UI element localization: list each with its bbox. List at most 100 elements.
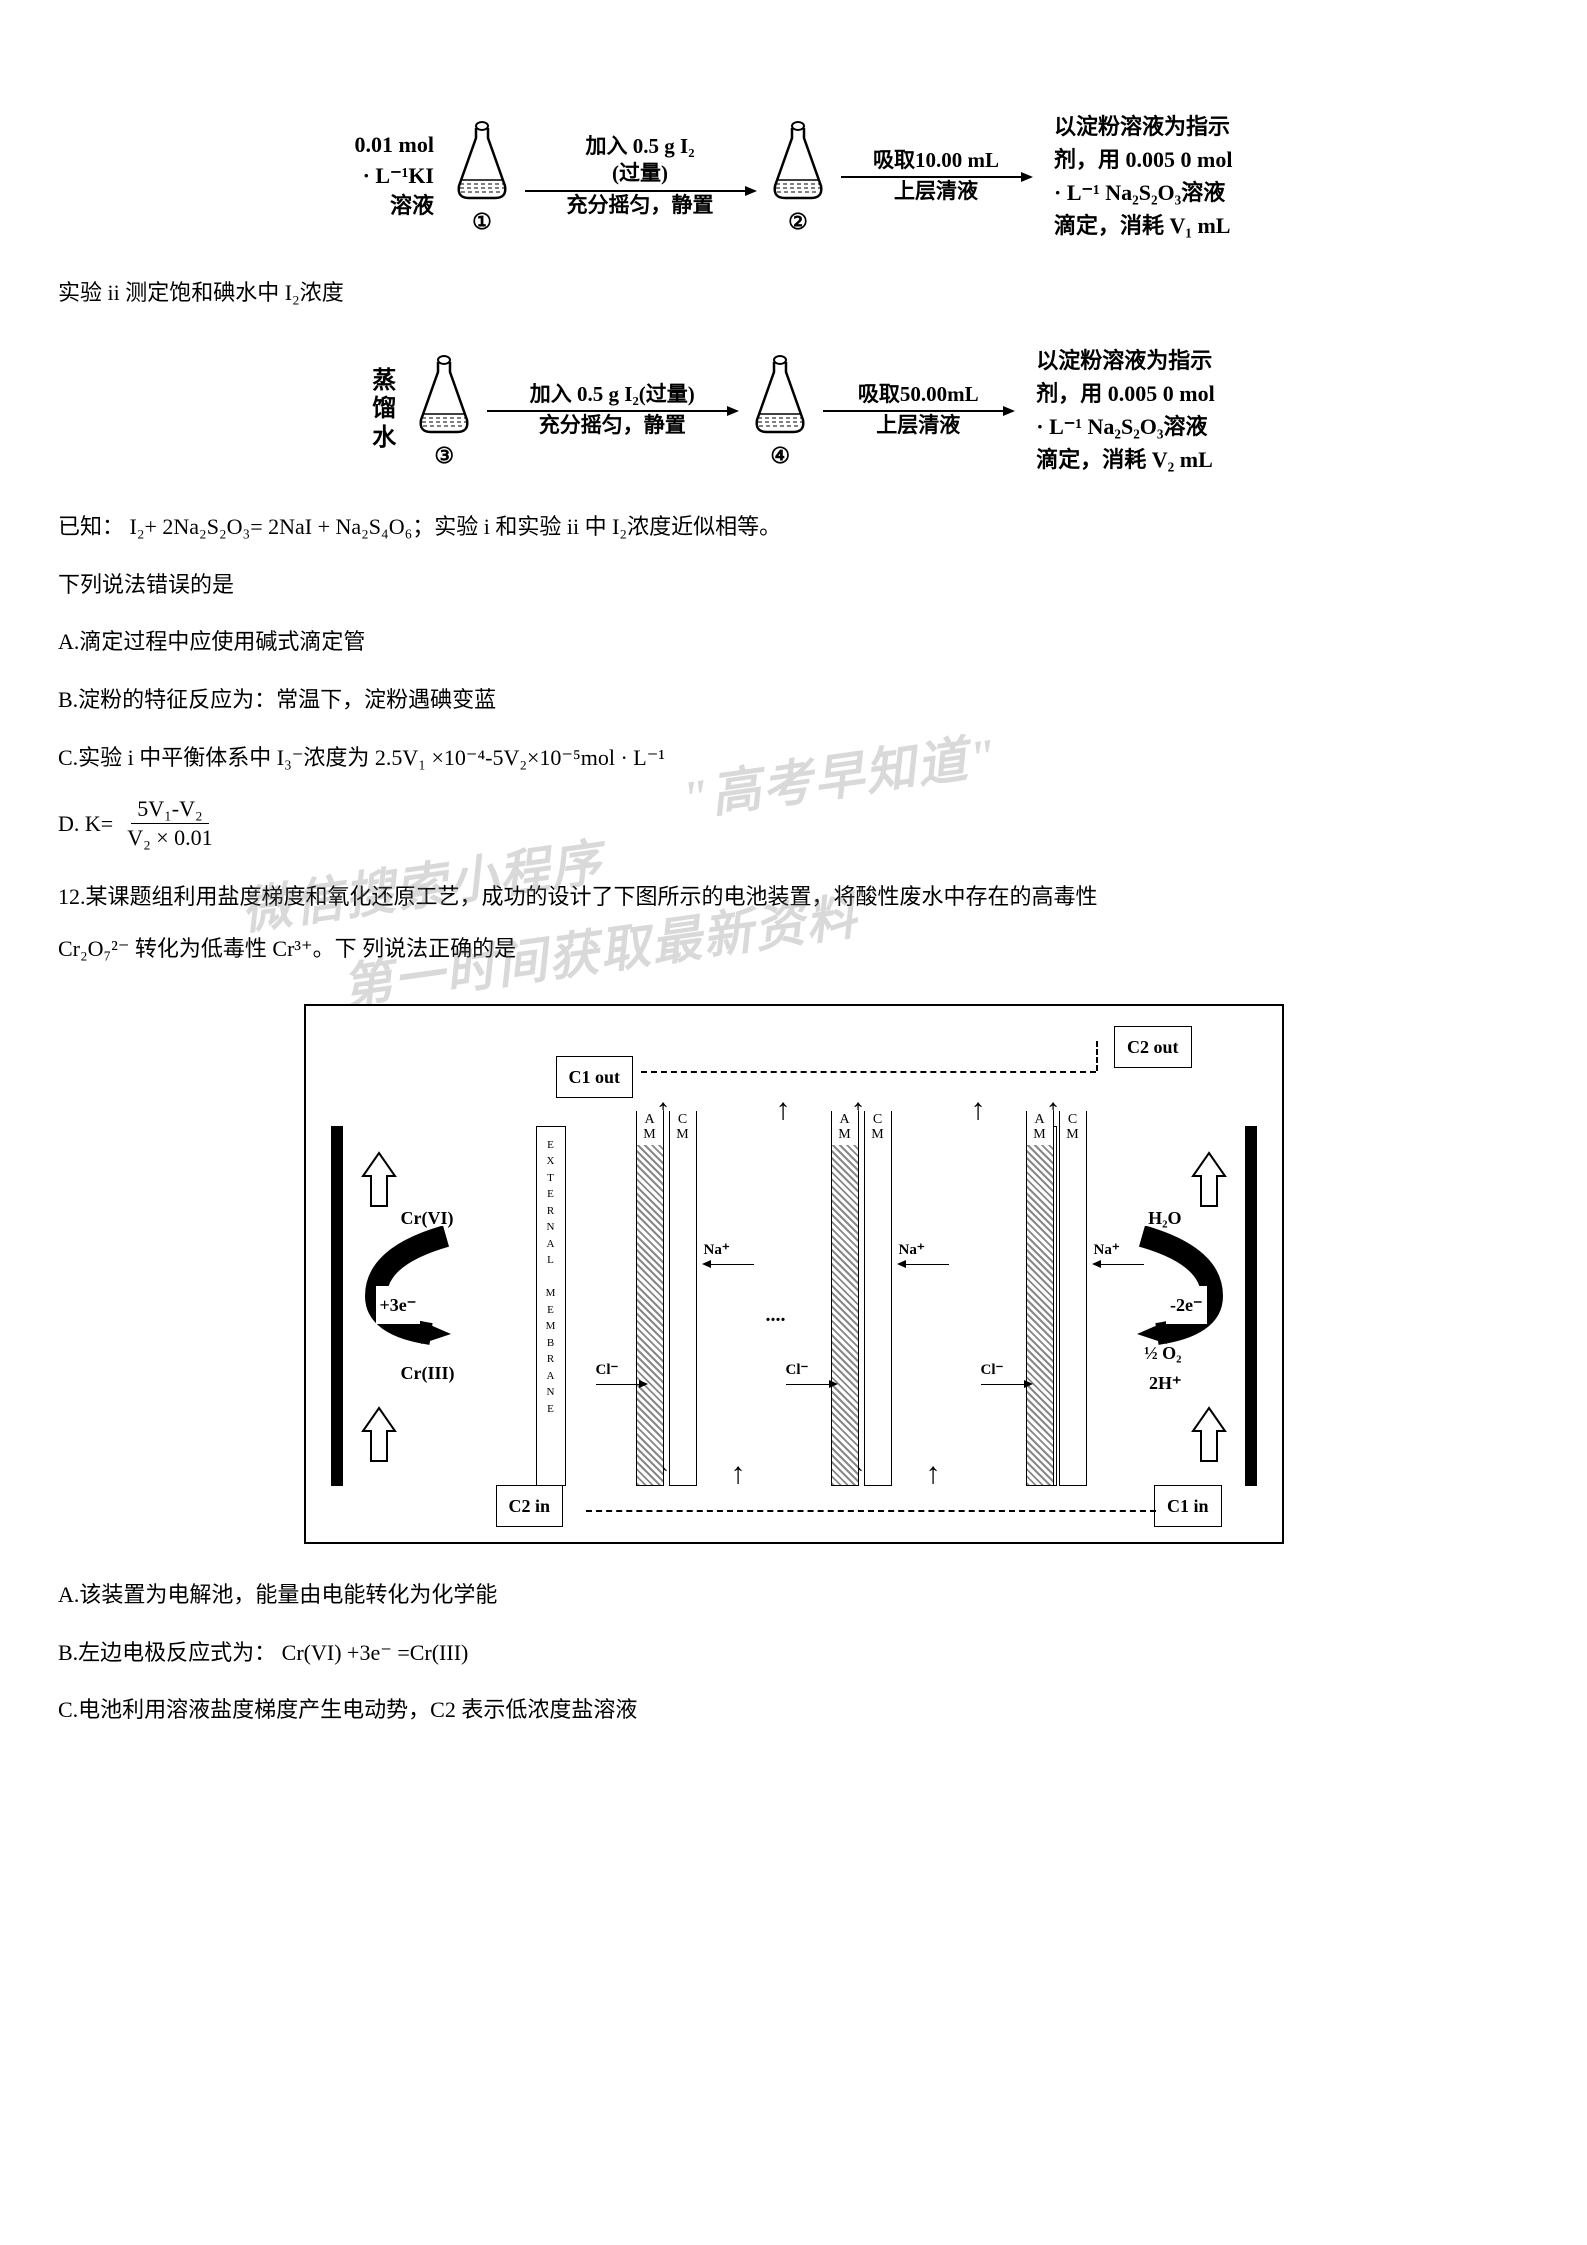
membrane-pair-1: AM CM [636, 1111, 697, 1486]
cr3-label: Cr(III) [401, 1356, 455, 1390]
question-12-line1: 12.某课题组利用盐度梯度和氧化还原工艺，成功的设计了下图所示的电池装置，将酸性… [58, 873, 1529, 921]
q12-option-b: B.左边电极反应式为： Cr(VI) +3e⁻ =Cr(III) [58, 1632, 1529, 1674]
right-line3: · L⁻¹ Na₂S₂O₃溶液 [1036, 410, 1214, 443]
flask-4-number: ④ [770, 442, 790, 471]
left-line3: 水 [372, 424, 396, 453]
left-electron-label: +3e⁻ [376, 1286, 421, 1324]
arrow2-bottom: 上层清液 [876, 412, 960, 439]
up-arrow-icon: ↑ [731, 1445, 746, 1502]
right-line4: 滴定，消耗 V₁ mL [1054, 209, 1232, 242]
arrow1-mid: (过量) [612, 160, 668, 187]
left-external-membrane: EXTERNAL MEMBRANE [536, 1126, 566, 1486]
right-electron-label: -2e⁻ [1166, 1286, 1206, 1324]
up-arrow-icon: ↑ [926, 1445, 941, 1502]
arrow-1: 加入 0.5 g I₂ (过量) 充分摇匀，静置 [525, 133, 755, 219]
arrow1-top: 加入 0.5 g I₂(过量) [530, 381, 695, 408]
am-membrane: AM [1026, 1111, 1054, 1486]
arrow-2: 吸取10.00 mL 上层清液 [841, 147, 1031, 206]
arrow-1: 加入 0.5 g I₂(过量) 充分摇匀，静置 [487, 381, 737, 440]
cm-membrane: CM [864, 1111, 892, 1486]
given-info: 已知： I₂+ 2Na₂S₂O₃= 2NaI + Na₂S₄O₆；实验 i 和实… [58, 506, 1529, 548]
left-electrode [331, 1126, 343, 1486]
arrow2-top: 吸取10.00 mL [873, 147, 999, 174]
left-line2: 馏 [372, 395, 396, 424]
flask-1-number: ① [472, 208, 492, 237]
fraction-denominator: V₂ × 0.01 [121, 824, 218, 853]
up-outline-arrow-icon [361, 1151, 397, 1211]
q12-option-c: C.电池利用溶液盐度梯度产生电动势，C2 表示低浓度盐溶液 [58, 1689, 1529, 1731]
left-line1: 蒸 [372, 367, 396, 396]
c1-in-label: C1 in [1154, 1485, 1222, 1527]
right-line2: 剂，用 0.005 0 mol [1036, 377, 1214, 410]
arrow2-top: 吸取50.00mL [858, 381, 979, 408]
cl-label-3: Cl⁻ [981, 1356, 1031, 1386]
flask-4-group: ④ [745, 350, 815, 471]
up-arrow-icon: ↑ [776, 1081, 791, 1138]
c2-in-label: C2 in [496, 1485, 564, 1527]
option-d: D. K= 5V₁-V₂ V₂ × 0.01 [58, 795, 1529, 853]
ellipsis-icon: .... [766, 1296, 786, 1334]
am-membrane: AM [831, 1111, 859, 1486]
flask-icon [745, 350, 815, 440]
up-arrow-icon: ↑ [971, 1081, 986, 1138]
right-line1: 以淀粉溶液为指示 [1054, 110, 1232, 143]
membrane-pair-3: AM CM [1026, 1111, 1087, 1486]
flask-1-group: ① [447, 116, 517, 237]
q12-line2-part1: Cr₂O₇²⁻ 转化为低毒性 Cr³⁺。下 [58, 936, 357, 961]
experiment-i-diagram: 0.01 mol · L⁻¹KI 溶液 ① 加入 0.5 g I₂ (过量) 充… [58, 100, 1529, 252]
cm-membrane: CM [669, 1111, 697, 1486]
exp-i-right-text: 以淀粉溶液为指示 剂，用 0.005 0 mol · L⁻¹ Na₂S₂O₃溶液… [1039, 110, 1232, 242]
experiment-ii-diagram: 蒸 馏 水 ③ 加入 0.5 g I₂(过量) 充分摇匀，静置 [58, 334, 1529, 486]
right-line4: 滴定，消耗 V₂ mL [1036, 443, 1214, 476]
left-line3: 溶液 [355, 191, 434, 222]
up-outline-arrow-icon [361, 1406, 397, 1466]
dashed-top-v [1096, 1041, 1098, 1071]
flask-icon [409, 350, 479, 440]
right-line3: · L⁻¹ Na₂S₂O₃溶液 [1054, 176, 1232, 209]
question-12-line2: Cr₂O₇²⁻ 转化为低毒性 Cr³⁺。下 列说法正确的是 [58, 925, 1529, 973]
right-line1: 以淀粉溶液为指示 [1036, 344, 1214, 377]
dashed-top [641, 1071, 1096, 1073]
membrane-pair-2: AM CM [831, 1111, 892, 1486]
cl-label-2: Cl⁻ [786, 1356, 836, 1386]
arrow2-bottom: 上层清液 [894, 178, 978, 205]
h-plus-label: 2H⁺ [1149, 1366, 1182, 1400]
q12-option-a: A.该装置为电解池，能量由电能转化为化学能 [58, 1574, 1529, 1616]
flask-2-group: ② [763, 116, 833, 237]
left-line1: 0.01 mol [355, 130, 434, 161]
cm-membrane: CM [1059, 1111, 1087, 1486]
arrow1-bottom: 充分摇匀，静置 [539, 412, 686, 439]
option-b: B.淀粉的特征反应为：常温下，淀粉遇碘变蓝 [58, 679, 1529, 721]
up-outline-arrow-icon [1191, 1151, 1227, 1211]
electrochemical-diagram: C1 out C2 out C2 in C1 in ↑ ↑ ↑ ↑ ↑ ↑ ↑ … [304, 1004, 1284, 1544]
option-d-prefix: D. K= [58, 803, 113, 845]
c2-out-label: C2 out [1114, 1026, 1192, 1068]
cl-label-1: Cl⁻ [596, 1356, 646, 1386]
flask-3-group: ③ [409, 350, 479, 471]
na-label-2: Na⁺ [899, 1236, 949, 1266]
fraction: 5V₁-V₂ V₂ × 0.01 [121, 795, 218, 853]
dashed-bottom [586, 1510, 1156, 1512]
q12-line2-part2: 列说法正确的是 [362, 936, 516, 961]
flask-icon [447, 116, 517, 206]
flask-3-number: ③ [434, 442, 454, 471]
up-outline-arrow-icon [1191, 1406, 1227, 1466]
option-c: C.实验 i 中平衡体系中 I₃⁻浓度为 2.5V₁ ×10⁻⁴-5V₂×10⁻… [58, 737, 1529, 779]
exp-i-left-label: 0.01 mol · L⁻¹KI 溶液 [355, 130, 439, 222]
right-line2: 剂，用 0.005 0 mol [1054, 143, 1232, 176]
na-label-1: Na⁺ [704, 1236, 754, 1266]
exp-ii-right-text: 以淀粉溶液为指示 剂，用 0.005 0 mol · L⁻¹ Na₂S₂O₃溶液… [1021, 344, 1214, 476]
option-a: A.滴定过程中应使用碱式滴定管 [58, 621, 1529, 663]
right-electrode [1245, 1126, 1257, 1486]
arrow1-bottom: 充分摇匀，静置 [567, 192, 714, 219]
flask-icon [763, 116, 833, 206]
flask-2-number: ② [788, 208, 808, 237]
arrow1-top: 加入 0.5 g I₂ [586, 133, 695, 160]
exp-ii-left-label: 蒸 馏 水 [372, 367, 401, 453]
arrow-2: 吸取50.00mL 上层清液 [823, 381, 1013, 440]
left-line2: · L⁻¹KI [355, 161, 434, 192]
am-membrane: AM [636, 1111, 664, 1486]
c1-out-label: C1 out [556, 1056, 634, 1098]
exp-ii-caption: 实验 ii 测定饱和碘水中 I₂浓度 [58, 272, 1529, 314]
fraction-numerator: 5V₁-V₂ [131, 795, 208, 825]
